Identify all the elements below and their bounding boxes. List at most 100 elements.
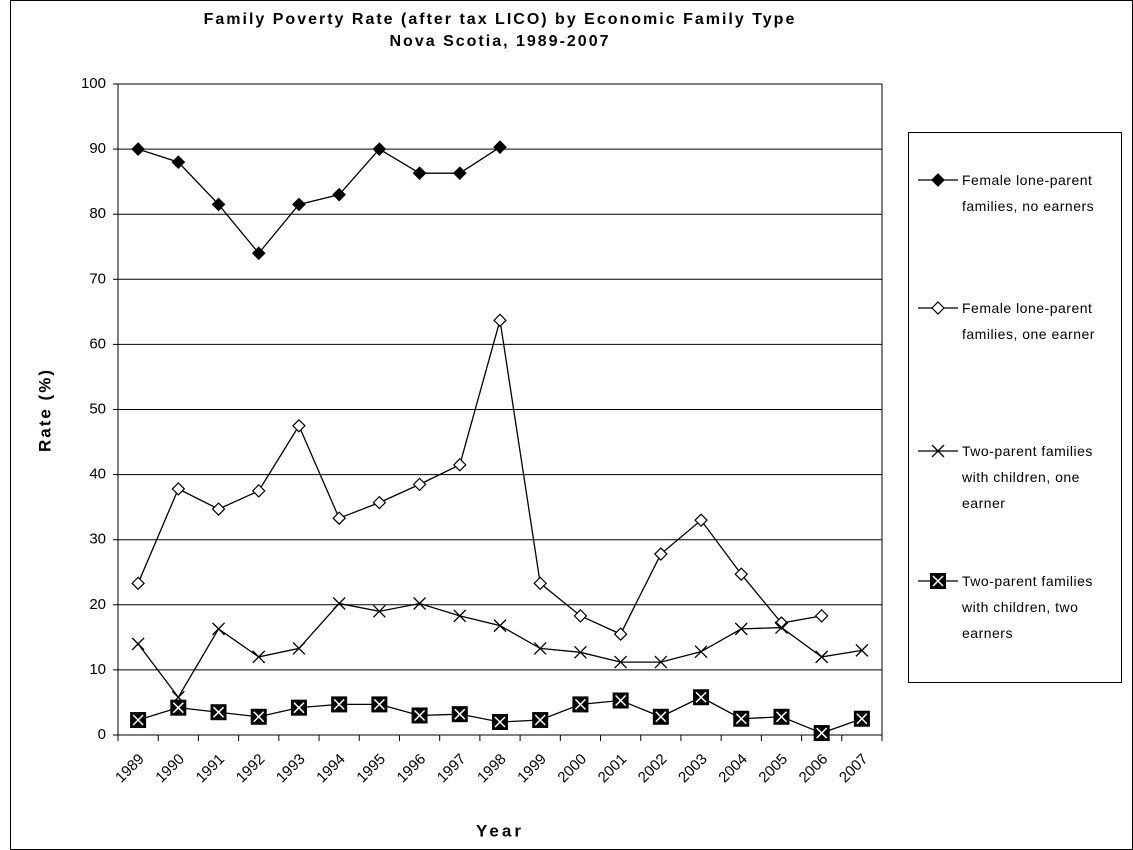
diamond: [171, 482, 186, 496]
marker: [212, 622, 225, 636]
cross: [493, 619, 507, 633]
x-tick-label: 1999: [514, 751, 550, 787]
marker: [652, 708, 669, 725]
cross: [413, 597, 427, 610]
marker: [813, 725, 830, 742]
diamond: [452, 457, 467, 472]
marker: [413, 597, 427, 610]
marker: [170, 699, 187, 716]
x-tick-label: 2007: [836, 751, 872, 787]
marker: [612, 692, 629, 709]
marker: [734, 567, 749, 582]
y-tick-label: 40: [89, 466, 106, 483]
diamond: [251, 246, 266, 261]
diamond: [211, 197, 226, 212]
cross: [292, 641, 306, 655]
marker: [290, 699, 307, 716]
marker: [532, 712, 549, 729]
marker: [451, 706, 468, 723]
x-tick-label: 2000: [554, 751, 590, 787]
box-cross: [816, 727, 828, 739]
diamond: [653, 547, 668, 561]
marker: [252, 650, 266, 664]
legend-box: [908, 132, 1122, 683]
marker: [693, 689, 710, 706]
y-axis-label: Rate (%): [35, 368, 54, 452]
marker: [573, 609, 588, 623]
diamond: [332, 511, 347, 526]
marker: [855, 643, 869, 657]
y-tick-label: 0: [98, 726, 106, 743]
box-cross: [856, 713, 868, 725]
series-line: [137, 320, 822, 635]
marker: [775, 621, 788, 635]
marker: [613, 627, 628, 641]
diamond: [412, 477, 427, 492]
x-tick-label: 2002: [635, 751, 671, 787]
diamond: [814, 609, 829, 623]
diamond: [131, 142, 145, 156]
box-cross: [414, 709, 426, 722]
marker: [292, 197, 306, 212]
marker: [931, 444, 945, 458]
marker: [774, 616, 789, 630]
marker: [493, 619, 507, 633]
marker: [694, 645, 708, 659]
marker: [292, 418, 306, 433]
series-line: [137, 146, 501, 255]
marker: [733, 710, 750, 727]
legend-label: Two-parent families with children, two e…: [962, 573, 1093, 641]
y-tick-label: 10: [89, 661, 106, 678]
marker: [773, 708, 790, 725]
diamond: [734, 567, 749, 582]
marker: [734, 622, 748, 636]
cross: [855, 643, 869, 657]
diamond: [493, 140, 507, 154]
diamond: [573, 609, 588, 623]
x-tick-label: 1995: [353, 751, 389, 787]
box-cross: [172, 702, 184, 714]
marker: [930, 573, 946, 589]
x-tick-label: 2006: [796, 751, 832, 787]
marker: [251, 484, 266, 498]
x-tick-label: 2005: [755, 751, 791, 787]
diamond: [533, 576, 548, 591]
diamond: [131, 576, 145, 591]
x-tick-label: 2001: [595, 751, 631, 787]
marker: [453, 609, 467, 623]
marker: [653, 547, 668, 561]
cross: [212, 622, 225, 636]
legend-label: Female lone-parent families, no earners: [962, 172, 1095, 214]
marker: [211, 197, 226, 212]
marker: [614, 655, 628, 669]
marker: [171, 155, 186, 169]
marker: [533, 576, 548, 591]
box-cross: [735, 713, 747, 725]
series-line: [137, 602, 862, 699]
y-tick-label: 90: [89, 140, 106, 157]
marker: [493, 140, 507, 154]
diamond: [493, 313, 507, 328]
legend-label: Two-parent families with children, one e…: [962, 443, 1093, 511]
cross: [775, 621, 788, 635]
marker: [694, 513, 708, 528]
diamond: [292, 418, 306, 433]
marker: [371, 696, 388, 713]
marker: [452, 457, 467, 472]
diamond: [292, 197, 306, 212]
marker: [372, 142, 387, 156]
marker: [853, 710, 870, 727]
diamond: [332, 187, 347, 202]
cross: [654, 655, 668, 669]
marker: [452, 166, 467, 181]
x-tick-label: 1992: [233, 751, 269, 787]
box-cross: [775, 711, 788, 723]
marker: [412, 477, 427, 492]
diamond: [372, 142, 387, 156]
x-tick-label: 1989: [112, 751, 148, 787]
marker: [931, 301, 945, 315]
box-cross: [333, 698, 345, 710]
x-tick-label: 1993: [273, 751, 309, 787]
x-tick-label: 2004: [715, 751, 751, 787]
